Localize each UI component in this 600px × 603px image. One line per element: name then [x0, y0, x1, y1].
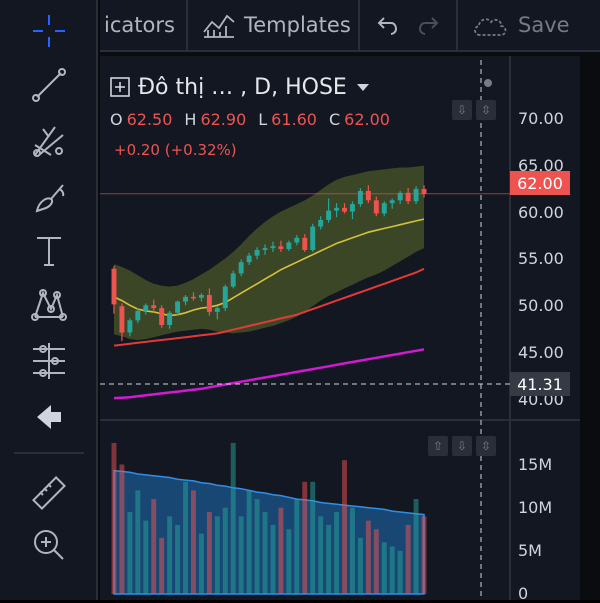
chart-panel[interactable] [100, 56, 580, 600]
price-change: +0.20 (+0.32%) [114, 141, 237, 159]
crosshair-price-tag: 41.31 [510, 372, 570, 396]
volume-tick-label: 15M [518, 454, 553, 474]
open-key: O [110, 109, 123, 129]
trendline-tool[interactable] [26, 62, 72, 108]
caret-down-icon [356, 84, 369, 91]
templates-icon [203, 14, 235, 38]
zoom-tool[interactable] [26, 522, 72, 568]
undo-button[interactable] [374, 0, 400, 50]
arrow-down-icon: ⇩ [456, 103, 468, 117]
high-key: H [184, 109, 197, 129]
redo-icon [418, 17, 439, 35]
move-up-button[interactable]: ⇧ [428, 436, 448, 456]
toolbar-divider [186, 0, 188, 50]
pitchfork-icon [33, 126, 64, 157]
price-tick-label: 65.00 [518, 155, 564, 175]
symbol-title: Đô thị … , D, HOSE [138, 74, 347, 100]
maximize-volume-button[interactable]: ⇳ [476, 436, 496, 456]
brush-icon [35, 184, 65, 213]
arrows-icon: ⇳ [480, 439, 492, 453]
last-price-tag: 62.00 [510, 171, 570, 195]
add-symbol-icon [110, 77, 130, 97]
toolbar-divider [14, 452, 84, 454]
arrow-down-icon: ⇩ [456, 439, 468, 453]
top-toolbar: icators Templates Save [100, 0, 600, 52]
arrow-left-icon [37, 405, 61, 429]
indicators-label: icators [104, 13, 175, 37]
close-value: 62.00 [344, 109, 390, 129]
toolbar-divider [456, 0, 458, 50]
volume-tick-label: 0 [518, 584, 529, 603]
templates-button[interactable]: Templates [202, 0, 351, 50]
templates-label: Templates [244, 13, 351, 37]
price-tick-label: 60.00 [518, 202, 564, 222]
save-label: Save [518, 13, 570, 37]
ohlc-values: O 62.50 H 62.90 L 61.60 C 62.00 [110, 108, 402, 130]
close-key: C [328, 109, 341, 129]
trendline-icon [32, 68, 66, 102]
pattern-tool[interactable] [26, 282, 72, 328]
arrow-up-icon: ⇧ [432, 439, 444, 453]
low-value: 61.60 [271, 109, 317, 129]
brush-tool[interactable] [26, 174, 72, 220]
undo-icon [377, 17, 398, 35]
ruler-tool[interactable] [26, 470, 72, 516]
move-down-button[interactable]: ⇩ [452, 100, 472, 120]
price-tick-label: 70.00 [518, 108, 564, 128]
indicators-button[interactable]: icators [104, 0, 175, 50]
pitchfork-tool[interactable] [26, 118, 72, 164]
ruler-icon [32, 476, 66, 510]
open-value: 62.50 [126, 109, 173, 129]
cloud-icon [474, 18, 507, 36]
measure-icon [33, 343, 65, 379]
pattern-icon [31, 289, 67, 321]
high-value: 62.90 [200, 109, 247, 129]
price-tick-label: 45.00 [518, 343, 564, 363]
drawing-toolbar [0, 0, 98, 600]
text-icon [37, 237, 61, 266]
save-button[interactable]: Save [470, 0, 570, 50]
price-tick-label: 50.00 [518, 296, 564, 316]
crosshair-icon [33, 15, 65, 47]
zoom-in-icon [34, 530, 64, 560]
symbol-legend[interactable]: Đô thị … , D, HOSE [110, 72, 371, 102]
redo-button[interactable] [416, 0, 442, 50]
move-down-volume-button[interactable]: ⇩ [452, 436, 472, 456]
volume-tick-label: 10M [518, 497, 553, 517]
pane-menu-dot[interactable] [484, 79, 492, 87]
measure-tool[interactable] [26, 338, 72, 384]
text-tool[interactable] [26, 228, 72, 274]
price-tick-label: 55.00 [518, 249, 564, 269]
hide-toolbar-button[interactable] [26, 394, 72, 440]
crosshair-tool[interactable] [26, 8, 72, 54]
maximize-pane-button[interactable]: ⇳ [476, 100, 496, 120]
toolbar-divider [358, 0, 360, 50]
arrows-icon: ⇳ [480, 103, 492, 117]
volume-tick-label: 5M [518, 540, 542, 560]
low-key: L [258, 109, 268, 129]
